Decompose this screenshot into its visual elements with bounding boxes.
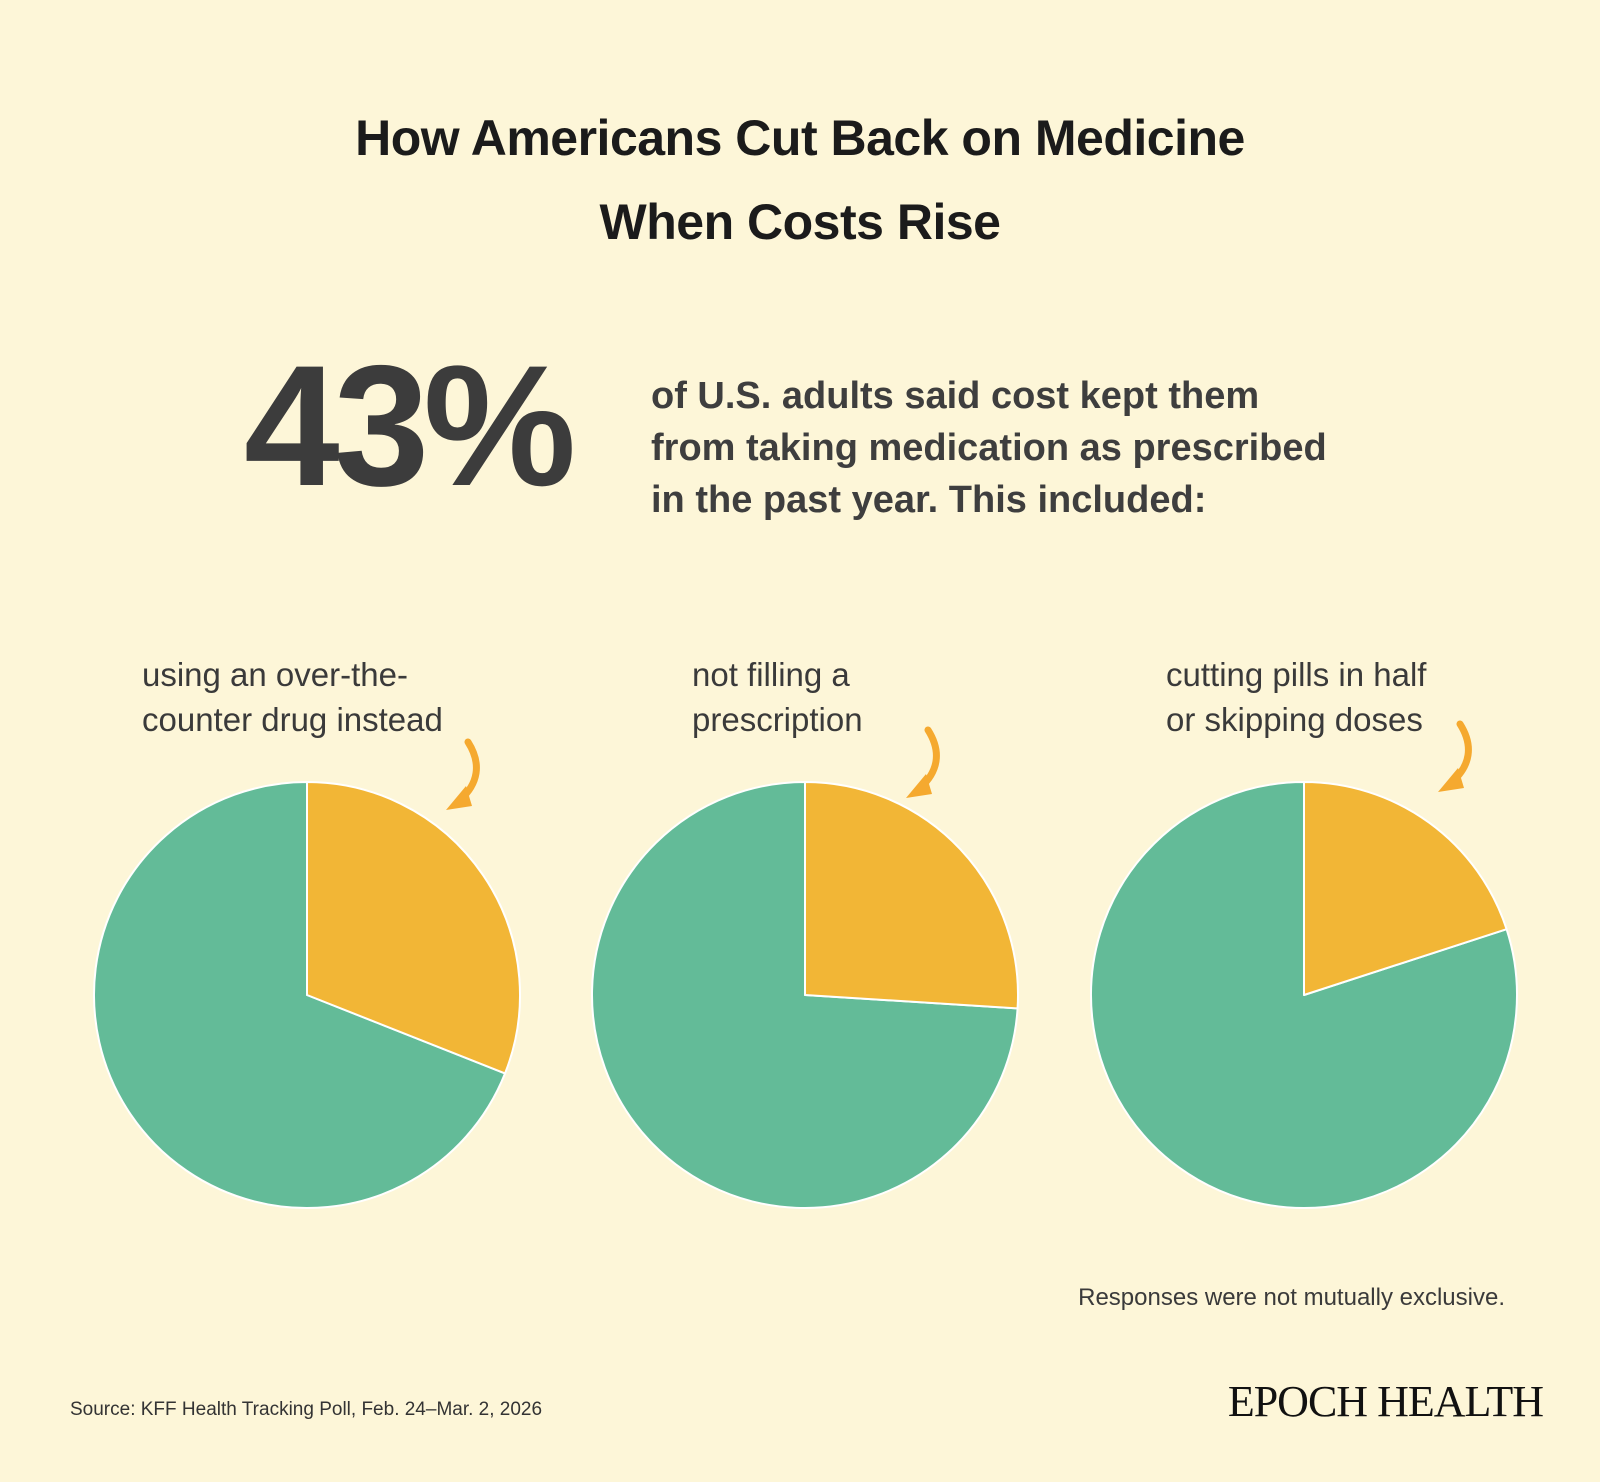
brand-logo: EPOCH HEALTH: [1227, 1377, 1544, 1426]
pie-1-remainder-slice: [93, 781, 507, 1209]
chart-title: How Americans Cut Back on Medicine When …: [0, 96, 1600, 264]
headline-text-line-1: of U.S. adults said cost kept them: [651, 375, 1260, 417]
pie-2-label-line-2: prescription: [692, 701, 863, 738]
source-note: Source: KFF Health Tracking Poll, Feb. 2…: [70, 1399, 543, 1420]
headline-percent: 43%: [244, 330, 576, 522]
headline-text-line-2: from taking medication as prescribed: [651, 427, 1327, 469]
title-line-1: How Americans Cut Back on Medicine: [355, 110, 1245, 166]
pie-2-label: not filling a prescription: [692, 652, 863, 742]
pie-2-highlight-slice: [804, 781, 1019, 1010]
pie-2-label-line-1: not filling a: [692, 656, 850, 693]
pie-1-curved-arrow-icon: [446, 738, 480, 810]
footnote: Responses were not mutually exclusive.: [1078, 1284, 1505, 1311]
pie-3-highlight-slice: [1303, 781, 1508, 996]
headline-text-line-3: in the past year. This included:: [651, 479, 1207, 521]
pie-3-label: cutting pills in half or skipping doses: [1166, 652, 1426, 742]
pie-1-highlight-slice: [306, 781, 521, 1075]
headline-text: of U.S. adults said cost kept them from …: [651, 370, 1411, 526]
title-line-2: When Costs Rise: [599, 194, 1001, 250]
pie-2-curved-arrow-icon: [906, 726, 940, 798]
pie-1-label-line-2: counter drug instead: [142, 701, 443, 738]
pie-1-label: using an over-the- counter drug instead: [142, 652, 443, 742]
pie-3-label-line-1: cutting pills in half: [1166, 656, 1427, 693]
pie-3-curved-arrow-icon: [1438, 720, 1472, 792]
pie-3-label-line-2: or skipping doses: [1166, 701, 1423, 738]
pie-1-label-line-1: using an over-the-: [142, 656, 408, 693]
